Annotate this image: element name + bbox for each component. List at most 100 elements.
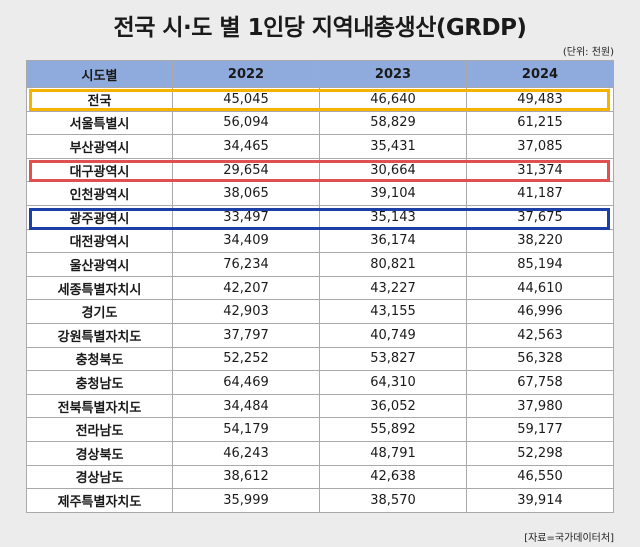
- value-cell: 42,903: [172, 299, 320, 324]
- value-cell: 43,227: [319, 275, 467, 301]
- value-cell: 35,143: [319, 204, 467, 230]
- value-cell: 35,431: [319, 134, 467, 159]
- value-cell: 53,827: [319, 346, 467, 372]
- region-cell: 부산광역시: [26, 134, 173, 159]
- value-cell: 64,469: [172, 370, 320, 395]
- region-cell: 전국: [26, 87, 173, 112]
- value-cell: 42,207: [172, 275, 320, 301]
- value-cell: 39,104: [319, 181, 467, 206]
- value-cell: 38,612: [172, 464, 320, 490]
- value-cell: 45,045: [172, 87, 320, 112]
- region-cell: 제주특별자치도: [26, 488, 173, 513]
- table-row: 경상북도 46,243 48,791 52,298: [26, 440, 614, 466]
- value-cell: 55,892: [319, 417, 467, 442]
- column-header-2024: 2024: [466, 60, 614, 88]
- value-cell: 54,179: [172, 417, 320, 442]
- table-row: 충청남도 64,469 64,310 67,758: [26, 370, 614, 395]
- value-cell: 34,409: [172, 228, 320, 254]
- grdp-table: 시도별 2022 2023 2024 전국 45,045 46,640 49,483 서…: [26, 60, 614, 513]
- value-cell: 34,484: [172, 393, 320, 419]
- value-cell: 37,085: [466, 134, 614, 159]
- value-cell: 41,187: [466, 181, 614, 206]
- value-cell: 42,638: [319, 464, 467, 490]
- value-cell: 52,252: [172, 346, 320, 372]
- value-cell: 49,483: [466, 87, 614, 112]
- value-cell: 37,675: [466, 204, 614, 230]
- value-cell: 46,550: [466, 464, 614, 490]
- table-row: 서울특별시 56,094 58,829 61,215: [26, 110, 614, 136]
- value-cell: 31,374: [466, 157, 614, 183]
- table-row: 전북특별자치도 34,484 36,052 37,980: [26, 393, 614, 419]
- region-cell: 전북특별자치도: [26, 393, 173, 419]
- value-cell: 30,664: [319, 157, 467, 183]
- column-header-2023: 2023: [319, 60, 467, 88]
- table-row: 경기도 42,903 43,155 46,996: [26, 299, 614, 324]
- column-header-region: 시도별: [26, 60, 173, 88]
- value-cell: 56,094: [172, 110, 320, 136]
- table-row: 제주특별자치도 35,999 38,570 39,914: [26, 488, 614, 513]
- region-cell: 대전광역시: [26, 228, 173, 254]
- region-cell: 전라남도: [26, 417, 173, 442]
- region-cell: 광주광역시: [26, 204, 173, 230]
- table-row: 강원특별자치도 37,797 40,749 42,563: [26, 322, 614, 348]
- value-cell: 40,749: [319, 322, 467, 348]
- value-cell: 61,215: [466, 110, 614, 136]
- value-cell: 64,310: [319, 370, 467, 395]
- table-row: 경상남도 38,612 42,638 46,550: [26, 464, 614, 490]
- table-row: 전라남도 54,179 55,892 59,177: [26, 417, 614, 442]
- value-cell: 36,174: [319, 228, 467, 254]
- chart-title: 전국 시·도 별 1인당 지역내총생산(GRDP): [113, 15, 527, 41]
- table-row: 부산광역시 34,465 35,431 37,085: [26, 134, 614, 159]
- value-cell: 56,328: [466, 346, 614, 372]
- value-cell: 46,640: [319, 87, 467, 112]
- value-cell: 85,194: [466, 252, 614, 277]
- value-cell: 80,821: [319, 252, 467, 277]
- region-cell: 강원특별자치도: [26, 322, 173, 348]
- unit-note: (단위: 천원): [562, 47, 614, 58]
- value-cell: 38,220: [466, 228, 614, 254]
- table-row: 대전광역시 34,409 36,174 38,220: [26, 228, 614, 254]
- source-note: [자료=국가데이터처]: [524, 533, 614, 544]
- region-cell: 인천광역시: [26, 181, 173, 206]
- value-cell: 33,497: [172, 204, 320, 230]
- table-row: 전국 45,045 46,640 49,483: [26, 87, 614, 112]
- region-cell: 대구광역시: [26, 157, 173, 183]
- value-cell: 43,155: [319, 299, 467, 324]
- value-cell: 29,654: [172, 157, 320, 183]
- region-cell: 경기도: [26, 299, 173, 324]
- table-row: 세종특별자치시 42,207 43,227 44,610: [26, 275, 614, 301]
- value-cell: 39,914: [466, 488, 614, 513]
- value-cell: 38,065: [172, 181, 320, 206]
- value-cell: 58,829: [319, 110, 467, 136]
- value-cell: 76,234: [172, 252, 320, 277]
- column-header-2022: 2022: [172, 60, 320, 88]
- value-cell: 48,791: [319, 440, 467, 466]
- value-cell: 37,797: [172, 322, 320, 348]
- table-row: 충청북도 52,252 53,827 56,328: [26, 346, 614, 372]
- value-cell: 46,996: [466, 299, 614, 324]
- region-cell: 충청북도: [26, 346, 173, 372]
- value-cell: 37,980: [466, 393, 614, 419]
- value-cell: 44,610: [466, 275, 614, 301]
- header-row: 시도별 2022 2023 2024: [26, 60, 614, 88]
- value-cell: 52,298: [466, 440, 614, 466]
- value-cell: 38,570: [319, 488, 467, 513]
- value-cell: 42,563: [466, 322, 614, 348]
- table-row: 울산광역시 76,234 80,821 85,194: [26, 252, 614, 277]
- region-cell: 경상북도: [26, 440, 173, 466]
- table-row: 대구광역시 29,654 30,664 31,374: [26, 157, 614, 183]
- value-cell: 34,465: [172, 134, 320, 159]
- region-cell: 세종특별자치시: [26, 275, 173, 301]
- region-cell: 울산광역시: [26, 252, 173, 277]
- value-cell: 36,052: [319, 393, 467, 419]
- region-cell: 서울특별시: [26, 110, 173, 136]
- value-cell: 46,243: [172, 440, 320, 466]
- value-cell: 35,999: [172, 488, 320, 513]
- table-row: 광주광역시 33,497 35,143 37,675: [26, 204, 614, 230]
- region-cell: 충청남도: [26, 370, 173, 395]
- table-body: 전국 45,045 46,640 49,483 서울특별시 56,094 58,829 61,…: [26, 87, 614, 513]
- table-row: 인천광역시 38,065 39,104 41,187: [26, 181, 614, 206]
- value-cell: 67,758: [466, 370, 614, 395]
- value-cell: 59,177: [466, 417, 614, 442]
- region-cell: 경상남도: [26, 464, 173, 490]
